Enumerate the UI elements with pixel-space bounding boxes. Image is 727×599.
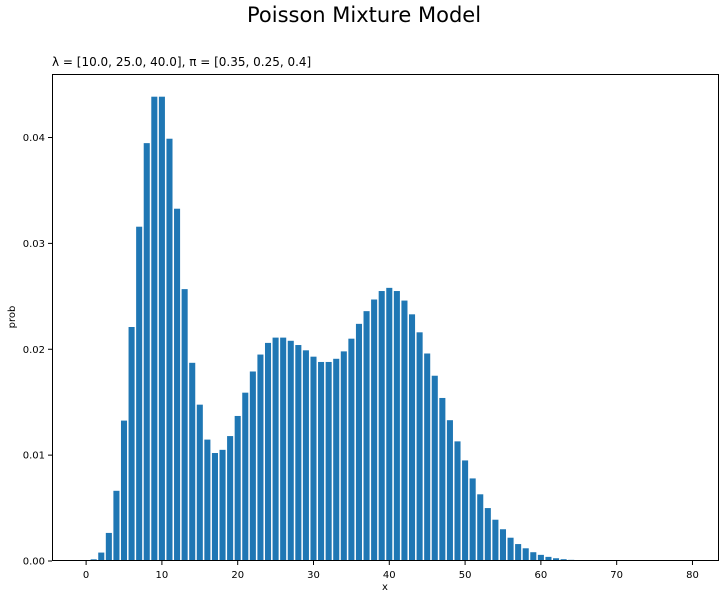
- y-axis-label: prob: [7, 306, 18, 329]
- bar: [128, 326, 135, 561]
- bar: [295, 345, 302, 561]
- bar: [469, 478, 476, 561]
- bar: [204, 439, 211, 561]
- bar: [446, 420, 453, 561]
- y-tick-label: 0.03: [23, 239, 45, 250]
- bar: [302, 350, 309, 561]
- bar: [234, 415, 241, 561]
- y-tick-label: 0.02: [23, 345, 45, 356]
- x-axis-ticks: 0 10 20 30 40 50 60 70 80: [83, 561, 699, 581]
- bar: [393, 291, 400, 561]
- x-tick-label: 80: [686, 570, 699, 581]
- bar: [196, 404, 203, 561]
- bar: [378, 291, 385, 561]
- bar: [492, 519, 499, 561]
- plot-area: 0 10 20 30 40 50 60 70 80 0.00 0.01 0.02 0.03 0.04: [23, 74, 719, 581]
- bar: [325, 361, 332, 561]
- bar: [371, 299, 378, 561]
- bar: [287, 340, 294, 561]
- bar: [310, 356, 317, 561]
- y-tick-label: 0.01: [23, 451, 45, 462]
- bar: [280, 337, 287, 561]
- y-axis-ticks: 0.00 0.01 0.02 0.03 0.04: [23, 133, 52, 568]
- bar: [249, 371, 256, 561]
- x-tick-label: 30: [307, 570, 320, 581]
- x-tick-label: 60: [535, 570, 548, 581]
- x-tick-label: 10: [156, 570, 169, 581]
- bar: [537, 554, 544, 561]
- figure-suptitle: Poisson Mixture Model: [247, 3, 481, 27]
- bar: [166, 138, 173, 561]
- bar: [98, 552, 105, 561]
- bar: [105, 532, 112, 561]
- plot-frame: [52, 74, 719, 561]
- bar: [120, 420, 128, 561]
- bar: [507, 537, 514, 561]
- bar: [553, 558, 560, 561]
- x-tick-label: 40: [383, 570, 396, 581]
- bar: [499, 529, 507, 561]
- bar: [408, 314, 416, 561]
- x-tick-label: 0: [83, 570, 89, 581]
- bar: [333, 358, 340, 561]
- chart-subtitle: λ = [10.0, 25.0, 40.0], π = [0.35, 0.25,…: [52, 55, 311, 69]
- bar: [143, 143, 150, 562]
- bar: [113, 490, 120, 561]
- bar: [340, 351, 347, 561]
- bar-series: [83, 96, 696, 562]
- bar: [522, 548, 529, 561]
- bar: [174, 208, 181, 561]
- bar: [272, 337, 279, 561]
- bar: [363, 311, 370, 561]
- bar: [181, 289, 188, 561]
- bar: [211, 453, 218, 561]
- bar: [242, 392, 249, 561]
- bar: [257, 354, 264, 561]
- x-tick-label: 70: [610, 570, 623, 581]
- bar: [151, 96, 158, 562]
- bar: [264, 342, 272, 561]
- x-tick-label: 20: [231, 570, 244, 581]
- bar: [530, 552, 537, 561]
- bar: [545, 556, 552, 561]
- bar: [416, 332, 423, 561]
- bar: [318, 361, 325, 561]
- x-axis-label: x: [382, 582, 388, 593]
- bar: [219, 449, 226, 561]
- bar: [484, 508, 491, 561]
- bar: [424, 353, 431, 561]
- bar: [355, 323, 363, 561]
- bar: [515, 544, 522, 561]
- y-tick-label: 0.00: [23, 557, 45, 568]
- bar: [439, 397, 446, 561]
- bar: [386, 287, 393, 561]
- bar: [136, 226, 143, 561]
- x-tick-label: 50: [459, 570, 472, 581]
- bar: [348, 338, 355, 561]
- bar: [158, 96, 165, 562]
- bar: [431, 375, 438, 561]
- bar: [462, 460, 469, 561]
- bar: [401, 300, 408, 561]
- bar: [227, 436, 234, 561]
- bar: [454, 441, 461, 561]
- bar: [477, 494, 484, 561]
- y-tick-label: 0.04: [23, 133, 45, 144]
- bar: [189, 362, 196, 561]
